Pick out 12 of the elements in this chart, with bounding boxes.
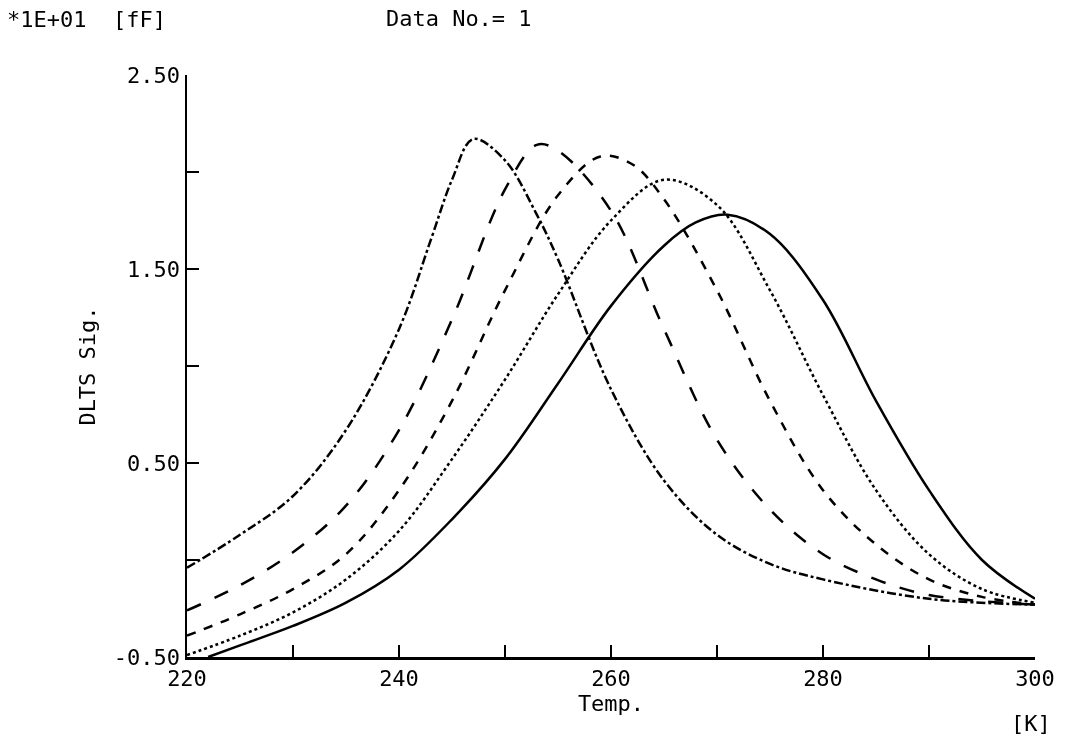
x-tick-label: 240 [379,665,419,691]
y-axis-title: DLTS Sig. [75,306,101,426]
chart-title: Data No.= 1 [385,6,532,32]
y-tick-label: 2.50 [127,62,181,88]
x-axis-title: Temp. [577,690,645,716]
x-tick-label: 300 [1015,665,1055,691]
y-tick-label: 1.50 [127,256,181,282]
text: [K] [1011,711,1051,736]
x-tick-label: 280 [803,665,843,691]
y-tick-label: 0.50 [127,450,181,476]
text: *1E+01 [fF] [7,7,166,32]
x-tick-label: 260 [591,665,631,691]
